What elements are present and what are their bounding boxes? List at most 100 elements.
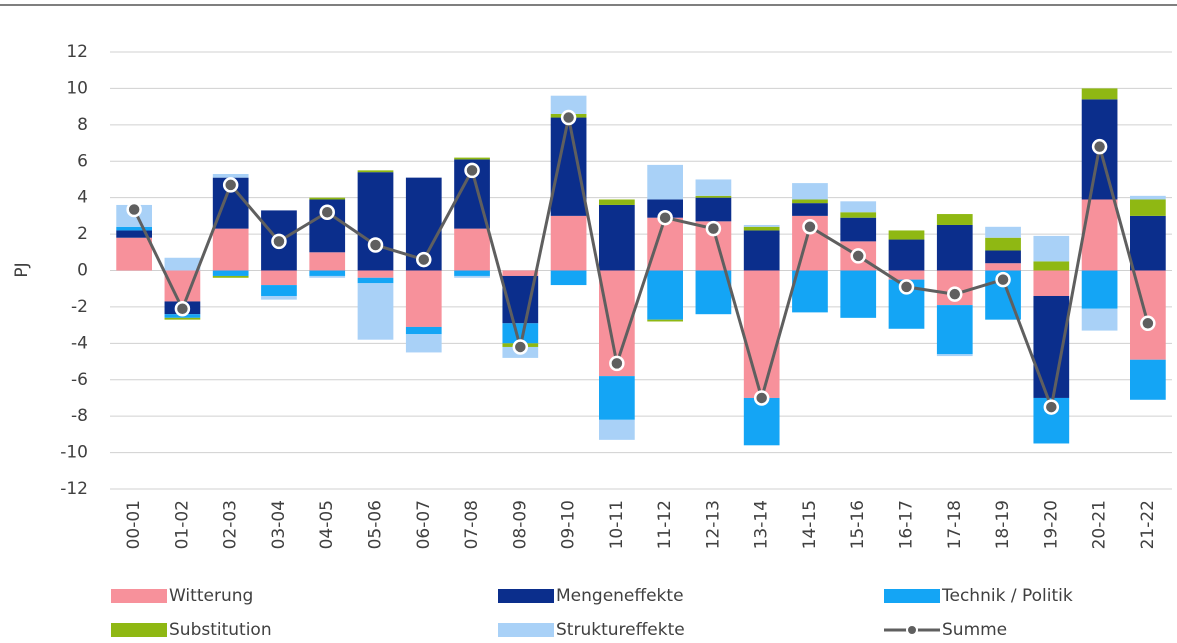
bar-segment bbox=[550, 95, 587, 114]
bar-segment bbox=[1130, 215, 1166, 271]
x-tick-label: 08-09 bbox=[510, 500, 530, 549]
sum-marker bbox=[995, 271, 1011, 288]
legend-label: Substitution bbox=[169, 620, 272, 640]
bar-segment bbox=[1033, 235, 1070, 262]
bar-segment bbox=[1081, 270, 1118, 309]
bar-segment bbox=[1130, 199, 1166, 216]
bar-segment bbox=[454, 228, 490, 271]
bar-segment bbox=[840, 217, 877, 242]
sum-marker bbox=[1140, 315, 1156, 332]
bar-segment bbox=[599, 199, 635, 205]
x-tick-label: 18-19 bbox=[993, 500, 1013, 549]
bar-segment bbox=[309, 197, 346, 200]
legend-swatch bbox=[498, 623, 554, 637]
bar-segment bbox=[599, 376, 635, 420]
bar-segment bbox=[1033, 270, 1070, 296]
bar-segment bbox=[695, 179, 732, 196]
sum-marker bbox=[319, 204, 335, 220]
bar-segment bbox=[695, 195, 732, 198]
y-tick-label: -4 bbox=[71, 333, 88, 353]
bar-segment bbox=[743, 226, 780, 231]
sum-marker bbox=[802, 219, 818, 235]
bar-segment bbox=[1081, 88, 1118, 100]
y-tick-label: 2 bbox=[77, 224, 88, 244]
bar-segment bbox=[695, 197, 732, 222]
bar-segment bbox=[936, 224, 973, 271]
sum-marker bbox=[1043, 399, 1060, 415]
bar-segment bbox=[357, 277, 394, 284]
x-tick-label: 17-18 bbox=[945, 500, 965, 549]
bar-segment bbox=[405, 270, 442, 327]
bar-segment bbox=[792, 199, 828, 204]
bar-segment bbox=[212, 275, 249, 278]
bar-segment bbox=[647, 164, 683, 200]
sum-marker bbox=[222, 177, 239, 193]
x-tick-label: 16-17 bbox=[897, 500, 917, 549]
x-tick-label: 14-15 bbox=[800, 500, 820, 549]
x-tick-label: 06-07 bbox=[414, 500, 434, 549]
sum-marker bbox=[416, 251, 432, 268]
legend-label: Summe bbox=[942, 620, 1007, 640]
bar-segment bbox=[599, 204, 635, 271]
bar-segment bbox=[357, 283, 394, 340]
bar-segment bbox=[309, 275, 346, 278]
bar-segment bbox=[888, 239, 925, 271]
bar-segment bbox=[647, 217, 683, 271]
bar-segment bbox=[599, 419, 635, 440]
x-tick-label: 15-16 bbox=[848, 500, 868, 549]
x-tick-label: 19-20 bbox=[1041, 500, 1061, 549]
bar-segment bbox=[357, 270, 394, 278]
y-tick-label: 4 bbox=[77, 188, 88, 208]
bar-segment bbox=[985, 237, 1021, 251]
bar-segment bbox=[840, 212, 877, 218]
bar-segment bbox=[164, 317, 201, 320]
bar-segment bbox=[261, 270, 297, 286]
y-tick-label: 8 bbox=[77, 115, 88, 135]
sum-marker bbox=[1091, 138, 1108, 155]
y-tick-label: 10 bbox=[66, 78, 88, 98]
bar-segment bbox=[309, 252, 346, 271]
bar-segment bbox=[888, 230, 925, 240]
bar-segment bbox=[840, 201, 877, 213]
bar-segment bbox=[743, 224, 780, 227]
x-tick-label: 01-02 bbox=[172, 500, 192, 549]
bar-segment bbox=[261, 295, 297, 300]
bar-segment bbox=[212, 270, 249, 276]
bar-segment bbox=[647, 319, 683, 322]
x-tick-label: 07-08 bbox=[462, 500, 482, 549]
bar-segment bbox=[357, 170, 394, 173]
bar-segment bbox=[743, 230, 780, 271]
bar-segment bbox=[212, 228, 249, 271]
x-tick-label: 13-14 bbox=[752, 500, 772, 549]
y-tick-label: -2 bbox=[71, 297, 88, 317]
bar-segment bbox=[647, 270, 683, 320]
x-tick-label: 02-03 bbox=[221, 500, 241, 549]
sum-marker bbox=[947, 286, 963, 302]
bar-segment bbox=[405, 334, 442, 353]
legend-label: Struktureffekte bbox=[556, 620, 685, 640]
legend-swatch bbox=[884, 589, 940, 603]
bar-segment bbox=[550, 215, 587, 271]
sum-marker bbox=[271, 233, 287, 250]
bar-segment bbox=[454, 157, 490, 160]
x-tick-label: 03-04 bbox=[269, 500, 289, 549]
bar-segment bbox=[888, 270, 925, 280]
x-tick-label: 10-11 bbox=[607, 500, 627, 549]
y-axis-label: PJ bbox=[12, 262, 32, 277]
bar-segment bbox=[454, 270, 490, 276]
bar-segment bbox=[454, 275, 490, 278]
bar-segment bbox=[502, 323, 539, 344]
x-tick-label: 12-13 bbox=[703, 500, 723, 549]
legend-marker bbox=[906, 624, 918, 636]
bar-segment bbox=[164, 257, 201, 271]
sum-marker bbox=[174, 300, 191, 317]
bar-segment bbox=[936, 305, 973, 355]
sum-marker bbox=[126, 201, 142, 218]
bar-segment bbox=[792, 270, 828, 313]
bar-segment bbox=[261, 285, 297, 296]
bar-segment bbox=[1130, 195, 1166, 200]
bar-segment bbox=[1130, 359, 1166, 400]
sum-marker bbox=[560, 109, 577, 126]
sum-marker bbox=[367, 237, 384, 253]
